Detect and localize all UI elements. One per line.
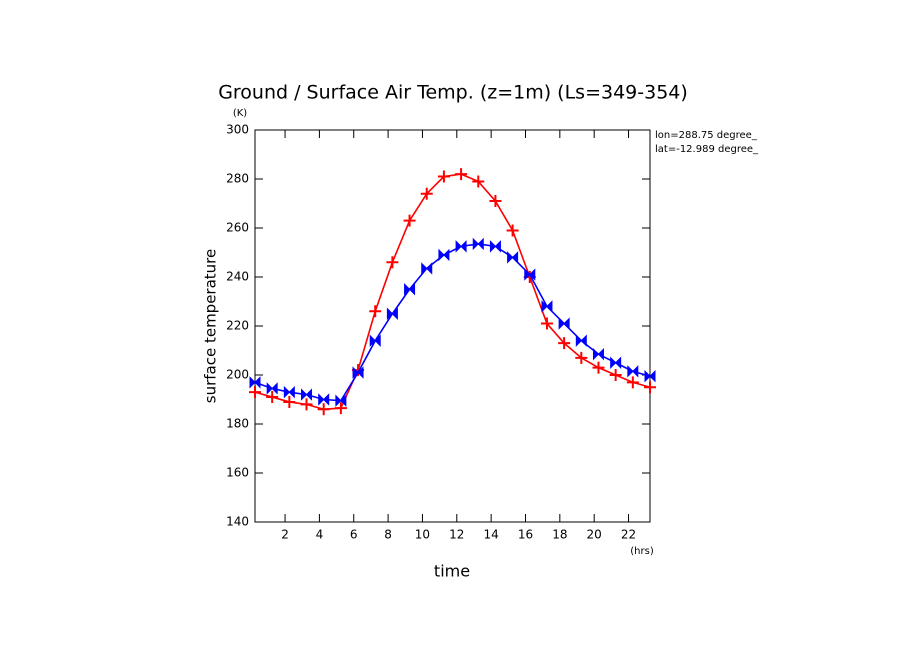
point-marker: [627, 365, 639, 378]
point-marker: [558, 337, 571, 350]
point-marker: [506, 224, 519, 237]
point-marker: [301, 388, 313, 401]
x-tick-label: 8: [384, 528, 392, 542]
point-marker: [369, 305, 382, 318]
point-marker: [283, 385, 295, 399]
point-marker: [575, 351, 588, 364]
point-marker: [352, 366, 364, 379]
point-marker: [540, 317, 553, 330]
y-unit: (K): [233, 108, 247, 119]
point-marker: [249, 386, 261, 399]
x-tick-label: 18: [552, 528, 567, 542]
y-tick-label: 240: [226, 270, 249, 284]
point-marker: [386, 307, 398, 320]
point-marker: [472, 237, 484, 251]
point-marker: [558, 317, 570, 330]
point-marker: [249, 376, 261, 389]
point-marker: [335, 394, 347, 407]
point-marker: [541, 300, 553, 313]
x-axis-label: time: [434, 562, 470, 581]
x-unit: (hrs): [630, 546, 654, 557]
x-tick-label: 22: [621, 528, 636, 542]
point-marker: [455, 240, 467, 253]
point-marker: [575, 334, 587, 347]
point-marker: [592, 361, 605, 374]
point-marker: [438, 248, 450, 262]
point-marker: [472, 175, 485, 188]
y-tick-label: 280: [226, 172, 249, 186]
x-tick-label: 16: [518, 528, 533, 542]
x-tick-label: 20: [587, 528, 602, 542]
point-marker: [455, 168, 468, 181]
point-marker: [318, 393, 330, 406]
point-marker: [592, 347, 604, 361]
point-marker: [626, 376, 639, 389]
point-marker: [266, 391, 279, 404]
point-marker: [403, 214, 416, 227]
annotations: lon=288.75 degree_ lat=-12.989 degree_: [655, 130, 759, 155]
x-tick-label: 14: [484, 528, 499, 542]
point-marker: [644, 370, 656, 383]
point-marker: [489, 240, 501, 253]
y-tick-label: 180: [226, 417, 249, 431]
y-tick-label: 260: [226, 221, 249, 235]
annotation: lat=-12.989 degree_: [655, 144, 759, 155]
point-marker: [334, 402, 347, 415]
annotation: lon=288.75 degree_: [655, 130, 758, 141]
x-tick-label: 10: [415, 528, 430, 542]
point-marker: [266, 382, 278, 395]
y-axis-label: surface temperature: [202, 249, 220, 404]
series-line: [254, 173, 651, 411]
point-marker: [404, 283, 416, 296]
point-marker: [283, 395, 296, 408]
point-marker: [609, 369, 622, 381]
chart-title: Ground / Surface Air Temp. (z=1m) (Ls=34…: [218, 82, 688, 104]
point-marker: [437, 170, 450, 183]
x-tick-label: 6: [350, 528, 358, 542]
point-marker: [317, 403, 330, 416]
y-tick-label: 200: [226, 368, 249, 382]
point-marker: [386, 256, 399, 269]
point-marker: [524, 268, 536, 281]
x-tick-label: 2: [281, 528, 289, 542]
point-marker: [610, 356, 622, 369]
y-tick-label: 300: [226, 123, 249, 137]
y-tick-label: 220: [226, 319, 249, 333]
point-marker: [489, 195, 502, 208]
x-tick-label: 4: [316, 528, 324, 542]
plot-frame: [254, 129, 651, 523]
point-marker: [300, 398, 313, 411]
point-marker: [421, 262, 433, 275]
y-tick-label: 160: [226, 466, 249, 480]
x-tick-label: 12: [449, 528, 464, 542]
point-marker: [644, 381, 656, 394]
point-marker: [369, 334, 381, 347]
point-marker: [507, 251, 519, 264]
point-marker: [420, 187, 433, 200]
series-line: [254, 243, 651, 402]
y-tick-label: 140: [226, 515, 249, 529]
